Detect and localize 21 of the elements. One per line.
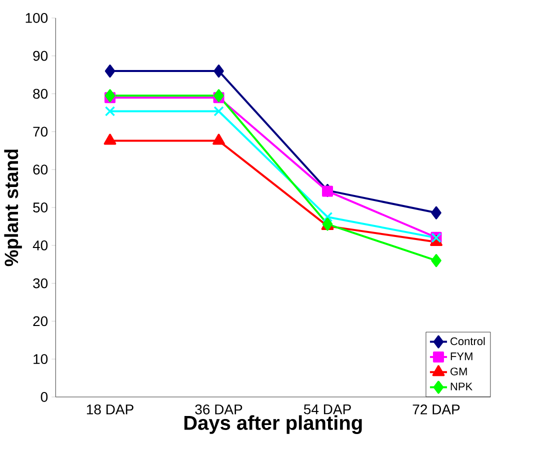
x-tick-label: 72 DAP [412,404,460,414]
y-tick-label: 20 [33,316,48,326]
x-tick-label: 18 DAP [86,404,134,414]
x-tick-label: 36 DAP [195,404,242,414]
y-axis-title: %plant stand [4,150,22,266]
y-tick-label: 0 [40,392,48,402]
y-tick-label: 40 [32,240,48,250]
y-tick-label: 30 [33,278,48,288]
y-tick-label: 100 [26,13,48,23]
x-tick-label: 54 DAP [304,404,351,414]
legend-label: GM [450,368,467,376]
legend-label: FYM [450,352,472,360]
y-tick-label: 10 [34,354,48,364]
legend-label: Control [450,337,485,346]
y-tick-label: 80 [33,88,48,99]
y-tick-label: 60 [33,164,48,175]
y-tick-label: 70 [33,126,48,137]
y-tick-label: 90 [33,50,48,61]
y-tick-label: 50 [33,202,48,212]
x-axis-title: Days after planting [184,415,362,434]
legend-label: NPK [450,382,472,390]
